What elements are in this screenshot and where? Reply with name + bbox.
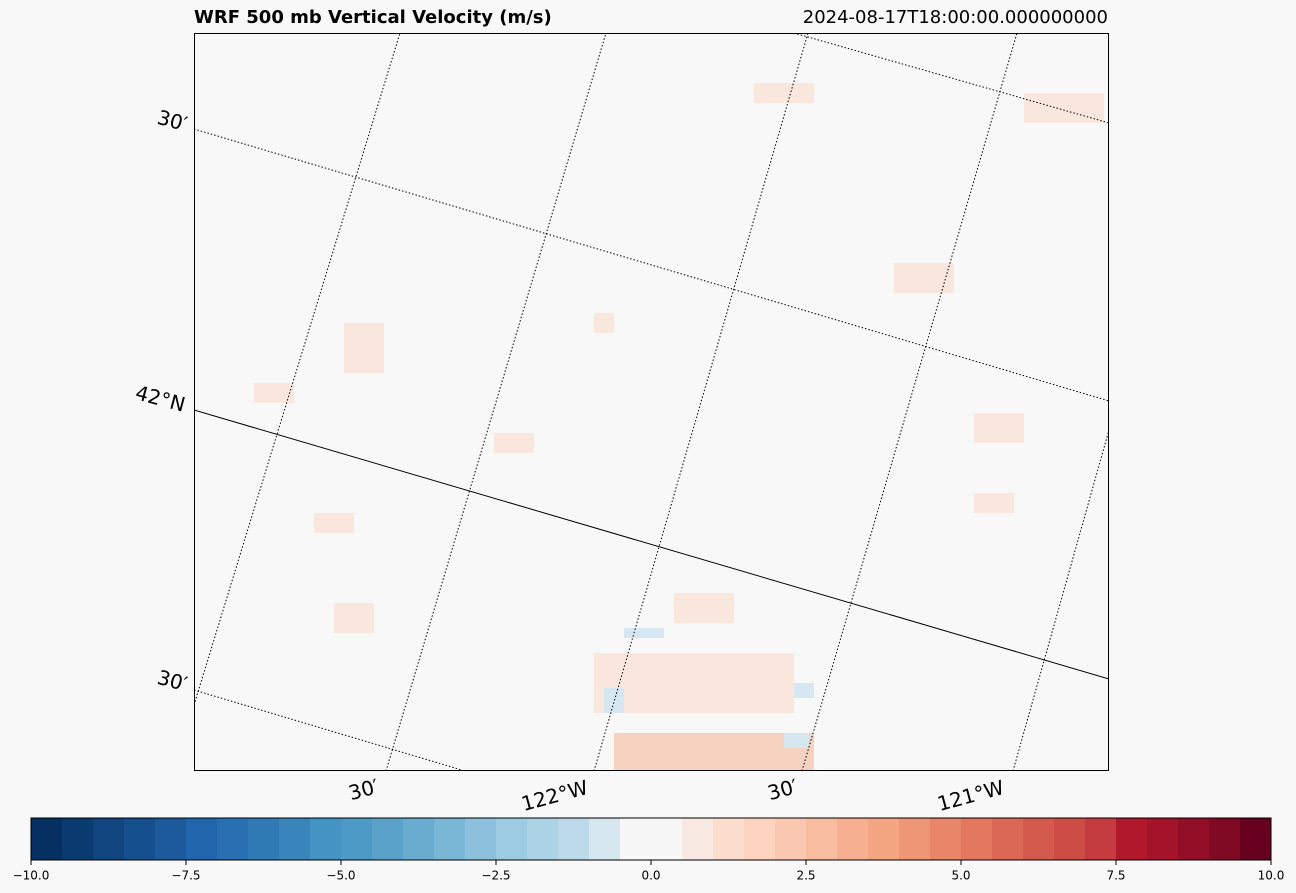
colorbar-bin <box>930 818 962 860</box>
lon-label: 121°W <box>935 775 1007 816</box>
colorbar-bin <box>434 818 466 860</box>
colorbar-bin <box>775 818 807 860</box>
colorbar-bin <box>713 818 745 860</box>
colorbar-bin <box>465 818 497 860</box>
colorbar-bin <box>961 818 993 860</box>
colorbar-tick-label: −10.0 <box>13 869 50 883</box>
colorbar-bin <box>248 818 280 860</box>
lon-label: 122°W <box>519 775 591 816</box>
colorbar-bin <box>806 818 838 860</box>
title: WRF 500 mb Vertical Velocity (m/s) <box>194 7 552 28</box>
lon-label: 30′ <box>765 774 801 805</box>
colorbar-tick-label: 10.0 <box>1258 869 1285 883</box>
colorbar-bin <box>744 818 776 860</box>
colorbar-bin <box>310 818 342 860</box>
colorbar-bin <box>1023 818 1055 860</box>
subtitle: 2024-08-17T18:00:00.000000000 <box>803 7 1108 28</box>
map-area <box>194 33 1109 771</box>
lat-label: 42°N <box>133 380 188 416</box>
colorbar-bin <box>837 818 869 860</box>
colorbar-bin <box>992 818 1024 860</box>
colorbar-bin <box>682 818 714 860</box>
colorbar-bin <box>868 818 900 860</box>
lat-label: 30′ <box>155 665 191 696</box>
colorbar-bin <box>1116 818 1148 860</box>
colorbar-bin <box>124 818 156 860</box>
lon-label: 30′ <box>346 774 382 805</box>
lat-label: 30′ <box>155 105 191 136</box>
colorbar-tick-label: 2.5 <box>796 869 815 883</box>
colorbar-bin <box>620 818 652 860</box>
colorbar-tick-label: −7.5 <box>171 869 200 883</box>
colorbar-tick-label: −5.0 <box>326 869 355 883</box>
colorbar-bin <box>589 818 621 860</box>
colorbar-bin <box>1054 818 1086 860</box>
colorbar-bin <box>403 818 435 860</box>
colorbar-bin <box>527 818 559 860</box>
colorbar-bin <box>1085 818 1117 860</box>
colorbar-bin <box>496 818 528 860</box>
colorbar-bin <box>279 818 311 860</box>
colorbar-bin <box>341 818 373 860</box>
colorbar-bin <box>155 818 187 860</box>
colorbar-bin <box>372 818 404 860</box>
colorbar-tick-label: 7.5 <box>1106 869 1125 883</box>
colorbar-bin <box>1209 818 1241 860</box>
colorbar-tick-label: 0.0 <box>641 869 660 883</box>
colorbar-bin <box>899 818 931 860</box>
colorbar-bin <box>1178 818 1210 860</box>
field <box>254 83 1104 771</box>
colorbar-tick-label: 5.0 <box>951 869 970 883</box>
colorbar-bin <box>558 818 590 860</box>
colorbar-tick-label: −2.5 <box>481 869 510 883</box>
colorbar-bin <box>93 818 125 860</box>
colorbar-bin <box>62 818 94 860</box>
colorbar-bin <box>217 818 249 860</box>
colorbar: −10.0 −7.5 −5.0 −2.5 0.0 2.5 5.0 7.5 10.0 <box>13 817 1285 883</box>
colorbar-bin <box>186 818 218 860</box>
colorbar-bin <box>1240 818 1272 860</box>
colorbar-bin <box>31 818 63 860</box>
colorbar-bin <box>651 818 683 860</box>
colorbar-bin <box>1147 818 1179 860</box>
